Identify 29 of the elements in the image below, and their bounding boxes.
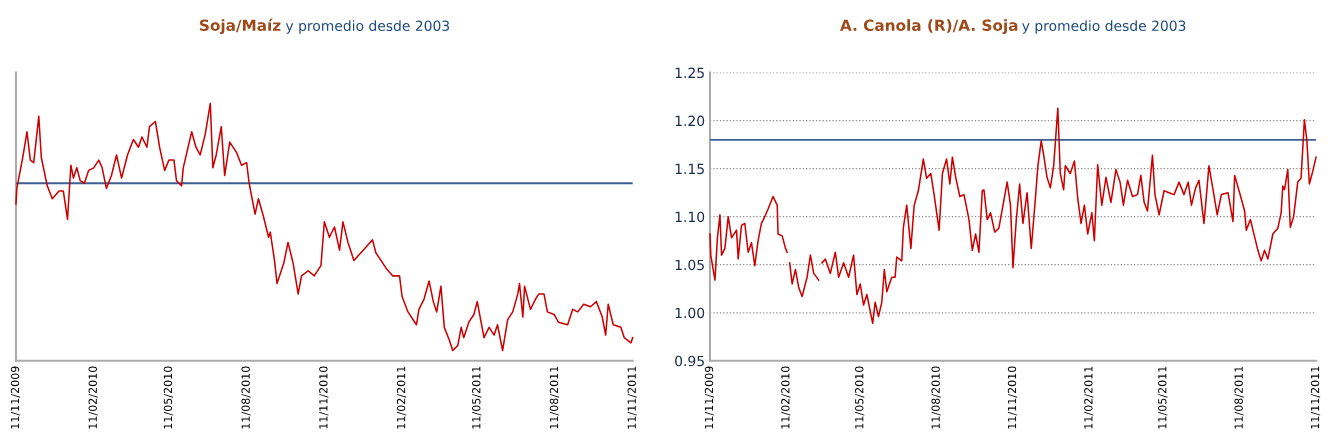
x-tick-label: 11/11/2009 xyxy=(10,366,21,429)
y-tick-label: 1.25 xyxy=(675,67,704,79)
y-tick-label: 1.20 xyxy=(675,115,705,127)
y-tick-label: 1.05 xyxy=(675,259,704,271)
y-tick-label: 1.00 xyxy=(675,307,705,319)
y-tick-label: 0.95 xyxy=(675,355,704,367)
y-tick-label: 1.15 xyxy=(675,163,704,175)
x-tick-label: 11/05/2011 xyxy=(472,366,482,429)
x-tick-label: 11/11/2009 xyxy=(704,366,715,429)
x-tick-label: 11/02/2010 xyxy=(88,366,98,429)
x-tick-label: 11/05/2010 xyxy=(163,366,173,429)
x-tick-label: 11/11/2011 xyxy=(627,366,637,429)
x-tick-label: 11/02/2011 xyxy=(1084,366,1094,429)
x-tick-label: 11/05/2011 xyxy=(1158,366,1168,429)
x-tick-label: 11/05/2010 xyxy=(855,366,865,429)
chart-title: A. Canola (R)/A. Soja xyxy=(840,19,1018,35)
x-tick-label: 11/02/2010 xyxy=(781,366,791,429)
x-tick-label: 11/11/2010 xyxy=(1007,366,1018,429)
chart-title: Soja/Maíz xyxy=(200,18,281,35)
x-tick-label: 11/08/2011 xyxy=(549,366,560,429)
x-tick-label: 11/08/2010 xyxy=(241,366,251,429)
x-tick-label: 11/11/2011 xyxy=(1310,366,1321,429)
x-tick-label: 11/08/2010 xyxy=(931,366,941,429)
x-tick-label: 11/08/2011 xyxy=(1234,366,1244,429)
x-tick-label: 11/11/2010 xyxy=(319,366,329,429)
chart-subtitle: y promedio desde 2003 xyxy=(285,20,450,34)
y-tick-label: 1.10 xyxy=(675,211,705,223)
chart-subtitle: y promedio desde 2003 xyxy=(1022,20,1186,34)
x-tick-label: 11/02/2011 xyxy=(396,366,407,429)
